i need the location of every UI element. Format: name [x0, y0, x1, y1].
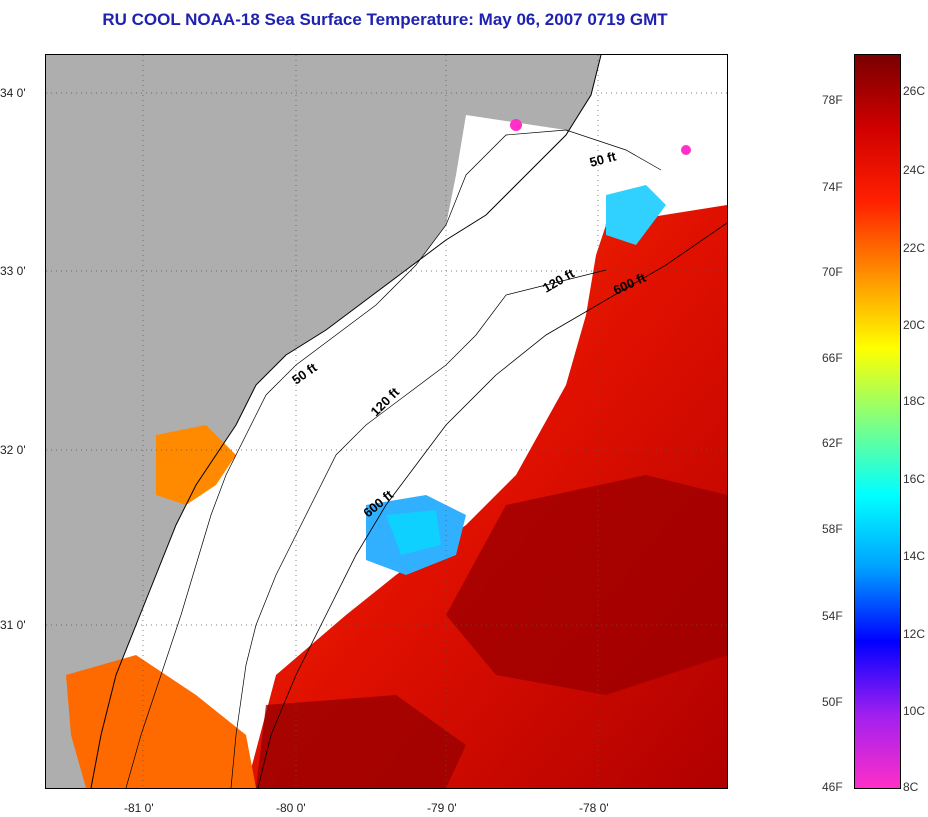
- chart-title: RU COOL NOAA-18 Sea Surface Temperature:…: [102, 10, 668, 29]
- colorbar-label-46f: 46F: [822, 780, 843, 794]
- colorbar-label-10c: 10C: [903, 704, 926, 718]
- sst-map-svg: 50 ft 50 ft 120 ft 120 ft 600 ft 600 ft: [46, 55, 727, 788]
- colorbar-label-20c: 20C: [903, 318, 926, 332]
- graticule: [46, 55, 727, 788]
- colorbar-label-58f: 58F: [822, 522, 843, 536]
- southern-warm-core: [256, 695, 466, 788]
- coastline: [90, 55, 602, 788]
- colorbar-label-70f: 70F: [822, 265, 843, 279]
- colorbar-label-14c: 14C: [903, 549, 926, 563]
- contour-600ft: [257, 222, 727, 788]
- colorbar-label-74f: 74F: [822, 180, 843, 194]
- colorbar-label-12c: 12C: [903, 627, 926, 641]
- lat-label-33: 33 0': [0, 264, 26, 278]
- lon-label-79: -79 0': [427, 801, 457, 815]
- lat-label-34: 34 0': [0, 86, 26, 100]
- magenta-speck: [681, 145, 691, 155]
- contour-120ft: [230, 269, 607, 788]
- colorbar-label-16c: 16C: [903, 472, 926, 486]
- colorbar-label-54f: 54F: [822, 609, 843, 623]
- contour-50ft: [125, 129, 662, 788]
- cool-water-core: [386, 510, 441, 555]
- colorbar-label-50f: 50F: [822, 695, 843, 709]
- coastal-warm-patch: [156, 425, 236, 505]
- magenta-speck: [510, 119, 522, 131]
- cloud-mask: [166, 115, 606, 665]
- lat-label-31: 31 0': [0, 618, 26, 632]
- lat-label-32: 32 0': [0, 443, 26, 457]
- colorbar-label-8c: 8C: [903, 780, 919, 794]
- colorbar-label-26c: 26C: [903, 84, 926, 98]
- colorbar-label-78f: 78F: [822, 93, 843, 107]
- lon-label-78: -78 0': [579, 801, 609, 815]
- deep-warm-core: [446, 475, 727, 695]
- lon-label-80: -80 0': [276, 801, 306, 815]
- colorbar-label-66f: 66F: [822, 351, 843, 365]
- shelf-edge-cool: [606, 185, 666, 245]
- colorbar-label-18c: 18C: [903, 394, 926, 408]
- sst-map: 50 ft 50 ft 120 ft 120 ft 600 ft 600 ft: [45, 54, 728, 789]
- contour-label-50ft-north: 50 ft: [588, 148, 618, 170]
- colorbar-label-24c: 24C: [903, 163, 926, 177]
- lon-label-81: -81 0': [124, 801, 154, 815]
- coastal-warm-patch-south: [66, 655, 256, 788]
- land-area: [46, 55, 601, 788]
- colorbar-label-22c: 22C: [903, 241, 926, 255]
- colorbar-label-62f: 62F: [822, 436, 843, 450]
- temperature-colorbar: [854, 54, 901, 789]
